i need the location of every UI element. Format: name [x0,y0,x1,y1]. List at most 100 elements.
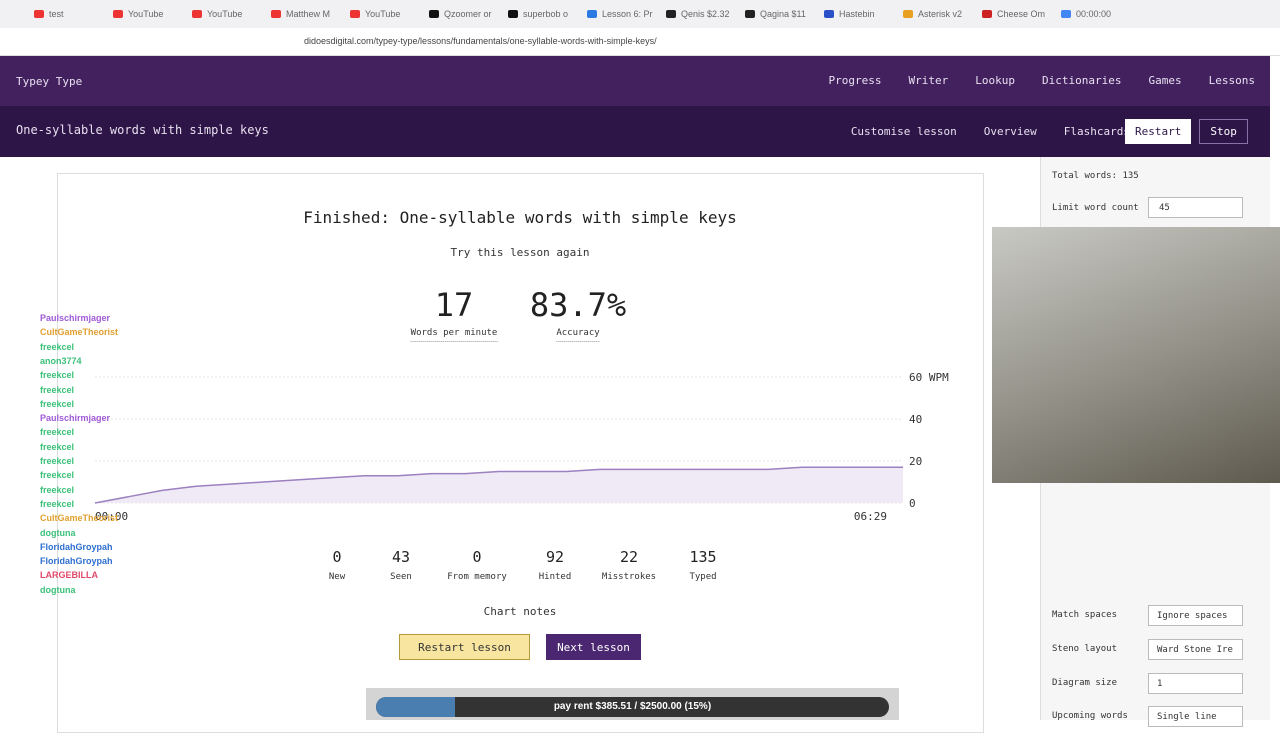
tab[interactable]: Lesson 6: Pr [581,0,660,28]
tab-icon [587,10,597,18]
stat-label: From memory [447,572,507,582]
chart-notes[interactable]: Chart notes [483,605,557,618]
nav-link[interactable]: Dictionaries [1042,74,1122,87]
tab-icon [508,10,518,18]
results-heading: Finished: One-syllable words with simple… [303,208,737,227]
tab[interactable]: Hastebin [818,0,897,28]
lesson-button[interactable]: Restart [1125,119,1192,144]
nav-link[interactable]: Games [1148,74,1182,87]
lesson-links: Customise lesson Overview Flashcards [851,125,1130,138]
tab[interactable]: Cheese Om [976,0,1055,28]
tab-title: Cheese Om [997,9,1046,19]
stat-label: Hinted [538,572,572,582]
chat-name: freekcel [40,456,75,466]
tab[interactable]: Asterisk v2 [897,0,976,28]
tab-title: Lesson 6: Pr [602,9,653,19]
chat-name: freekcel [40,370,75,381]
tab[interactable]: Qagina $11 [739,0,818,28]
tab[interactable]: YouTube [186,0,265,28]
headline-value: 17 [434,286,474,324]
lesson-link[interactable]: Flashcards [1063,125,1130,138]
limit-label: Limit word count [1052,203,1139,213]
tab[interactable]: YouTube [107,0,186,28]
limit-input[interactable]: 45 [1148,197,1243,218]
restart-lesson[interactable]: Restart lesson [399,634,530,660]
select-label: Upcoming words [1052,711,1128,721]
select[interactable]: Ward Stone Ire [1148,639,1243,660]
chat-name: freekcel [40,341,75,352]
chat-name: FloridahGroypah [40,556,113,567]
stat-value: 135 [689,548,717,566]
stat-value: 0 [332,548,342,566]
nav-links: Progress Writer Lookup Dictionaries Games Les… [829,74,1255,87]
tab-icon [1061,10,1071,18]
stat-value: 43 [391,548,411,566]
tab-title: Asterisk v2 [918,9,963,19]
chat-name: freekcel [40,484,75,495]
nav-link[interactable]: Writer [908,74,949,87]
chat-name: CultGameTheorist [40,327,119,338]
stat-value: 0 [472,548,482,566]
tab-icon [271,10,281,18]
lesson-title: One-syllable words with simple keys [16,123,269,137]
tab-title: 00:00:00 [1076,9,1112,19]
select[interactable]: Single line [1148,706,1243,727]
progress-fill [376,697,455,717]
tab-icon [903,10,913,18]
select-label: Match spaces [1052,610,1118,620]
area [95,467,903,503]
lesson-button[interactable]: Stop [1199,119,1248,144]
tab[interactable]: YouTube [344,0,423,28]
select-label: Steno layout [1052,644,1118,654]
tab-icon [982,10,992,18]
tab-icon [192,10,202,18]
chat-name: anon3774 [40,355,82,366]
select[interactable]: Ignore spaces [1148,605,1243,626]
site-nav: Typey Type Progress Writer Lookup Dictionar… [0,56,1270,106]
stat-label: Misstrokes [601,572,657,582]
y-tick-label: 40 [909,413,922,426]
tab[interactable]: Qzoomer or [423,0,502,28]
tab[interactable]: Qenis $2.32 [660,0,739,28]
chat-name: FloridahGroypah [40,541,113,552]
tab[interactable]: test [28,0,107,28]
retry-link[interactable]: Try this lesson again [450,246,590,259]
tab[interactable]: Matthew M [265,0,344,28]
lesson-buttons: Restart Stop [1125,119,1248,144]
tab-title: Matthew M [286,9,331,19]
url[interactable]: didoesdigital.com/typey-type/lessons/fun… [304,36,657,46]
tab-icon [350,10,360,18]
nav-link[interactable]: Lessons [1208,74,1255,87]
tab-title: YouTube [207,9,243,19]
tab-icon [113,10,123,18]
x-start-label: 00:00 [95,510,128,523]
lesson-link[interactable]: Customise lesson [850,125,957,138]
y-tick-label: 60 WPM [909,371,949,384]
x-end-label: 06:29 [854,510,887,523]
stat-label: Typed [689,572,717,582]
chat-name: Paulschirmjager [40,413,111,424]
chat-name: dogtuna [40,584,76,595]
stat-label: Seen [390,572,412,582]
select[interactable]: 1 [1148,673,1243,694]
y-tick-label: 0 [909,497,916,510]
chat-name: freekcel [40,470,75,481]
lesson-bar: One-syllable words with simple keys Cust… [0,106,1270,157]
tab[interactable]: 00:00:00 [1055,0,1134,28]
address-bar: didoesdigital.com/typey-type/lessons/fun… [0,28,1280,56]
tab-icon [824,10,834,18]
brand[interactable]: Typey Type [16,75,83,88]
chat-name: freekcel [40,441,75,452]
lesson-link[interactable]: Overview [983,125,1037,138]
donation-widget: pay rent $385.51 / $2500.00 (15%) [366,688,899,720]
tab[interactable]: superbob o [502,0,581,28]
tab-icon [429,10,439,18]
nav-link[interactable]: Lookup [975,74,1016,87]
nav-link[interactable]: Progress [828,74,882,87]
y-tick-label: 20 [909,455,922,468]
line [94,466,903,504]
next-lesson[interactable]: Next lesson [546,634,641,660]
stat-value: 22 [619,548,639,566]
tab-icon [745,10,755,18]
